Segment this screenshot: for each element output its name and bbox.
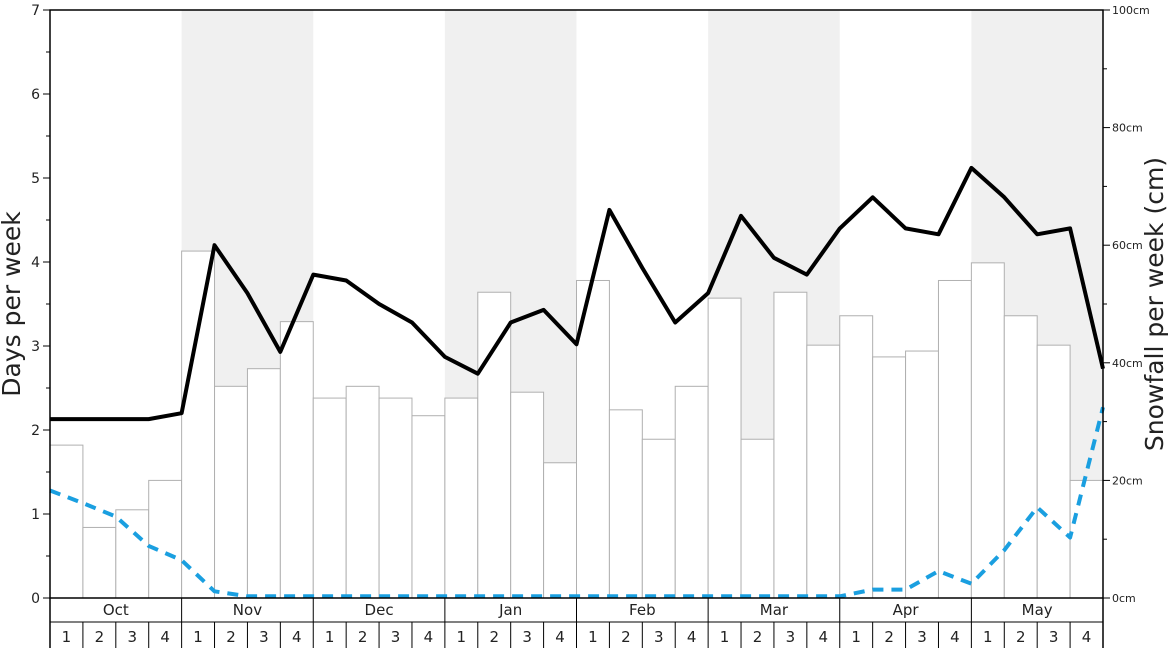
week-label: 2 <box>226 628 236 646</box>
solid-series-line <box>50 165 1105 422</box>
week-label: 1 <box>193 628 203 646</box>
bar-week-30 <box>1003 315 1038 599</box>
y2-tick-label: 100cm <box>1112 4 1150 17</box>
bar-week-24 <box>806 344 841 599</box>
y-tick-label: 4 <box>31 255 40 271</box>
y-axis-label: Days per week <box>0 211 26 397</box>
week-label: 1 <box>851 628 861 646</box>
bar-week-23 <box>773 291 808 599</box>
y-tick-label: 2 <box>31 423 40 439</box>
week-label: 2 <box>621 628 631 646</box>
week-label: 4 <box>950 628 960 646</box>
y-tick-label: 6 <box>31 87 40 103</box>
bar-week-29 <box>970 262 1005 599</box>
bar-week-28 <box>937 279 972 599</box>
week-label: 4 <box>687 628 697 646</box>
bar-week-20 <box>674 385 709 599</box>
week-label: 3 <box>917 628 927 646</box>
week-label: 1 <box>457 628 467 646</box>
bar-week-26 <box>872 356 907 599</box>
week-label: 4 <box>819 628 829 646</box>
y2-tick-label: 0cm <box>1112 592 1136 605</box>
week-label: 1 <box>325 628 335 646</box>
week-label: 3 <box>391 628 401 646</box>
snowfall-bars <box>49 250 1104 599</box>
week-label: 3 <box>786 628 796 646</box>
y-tick-label: 5 <box>31 171 40 187</box>
y2-tick-label: 20cm <box>1112 474 1143 487</box>
week-label: 3 <box>1049 628 1059 646</box>
bar-week-4 <box>148 479 183 599</box>
week-label: 3 <box>522 628 532 646</box>
bar-week-10 <box>345 385 380 599</box>
bar-week-25 <box>839 315 874 599</box>
month-label: Mar <box>760 601 789 619</box>
week-label: 2 <box>884 628 894 646</box>
week-label: 4 <box>1082 628 1092 646</box>
bar-week-8 <box>279 321 314 599</box>
bar-week-18 <box>608 409 643 599</box>
week-label: 3 <box>259 628 269 646</box>
bar-week-13 <box>444 397 479 599</box>
week-label: 1 <box>62 628 72 646</box>
week-label: 4 <box>292 628 302 646</box>
week-label: 1 <box>720 628 730 646</box>
week-label: 1 <box>983 628 993 646</box>
bar-week-11 <box>378 397 413 599</box>
y2-tick-label: 80cm <box>1112 122 1143 135</box>
bar-week-5 <box>181 250 216 599</box>
dashed-series-line <box>49 406 1105 599</box>
week-label: 2 <box>489 628 499 646</box>
bar-week-21 <box>707 297 742 599</box>
bar-week-27 <box>905 350 939 599</box>
month-label: Feb <box>629 601 656 619</box>
bar-week-12 <box>411 415 446 599</box>
y2-tick-label: 60cm <box>1112 239 1143 252</box>
week-label: 2 <box>753 628 763 646</box>
bar-week-6 <box>214 385 248 599</box>
bar-week-9 <box>312 397 347 599</box>
right-axis: 0cm 20cm 40cm 60cm 80cm 100cm <box>1103 4 1150 605</box>
y-tick-label: 1 <box>31 507 40 523</box>
week-label: 2 <box>95 628 105 646</box>
bar-week-1 <box>49 444 84 599</box>
bar-week-22 <box>740 438 775 599</box>
y-tick-label: 0 <box>31 591 40 607</box>
left-axis: 0 1 2 3 4 5 6 7 <box>31 3 50 607</box>
x-axis: Oct Nov Dec Jan Feb Mar Apr May 1 2 3 4 1 2 3 4 1 2 3 4 1 2 3 4… <box>49 598 1104 648</box>
month-label: Apr <box>893 601 920 619</box>
y2-tick-label: 40cm <box>1112 357 1143 370</box>
bar-week-32 <box>1069 479 1104 599</box>
y2-axis-label: Snowfall per week (cm) <box>1140 157 1168 451</box>
y-tick-label: 3 <box>31 339 40 355</box>
week-label: 4 <box>424 628 434 646</box>
bar-week-3 <box>115 509 150 599</box>
month-label: Oct <box>103 601 129 619</box>
week-label: 4 <box>555 628 565 646</box>
bar-week-2 <box>82 526 117 599</box>
week-label: 4 <box>160 628 170 646</box>
month-label: May <box>1022 601 1053 619</box>
bar-week-14 <box>477 291 512 599</box>
y-tick-label: 7 <box>31 3 40 19</box>
bar-week-19 <box>641 438 676 599</box>
bar-week-31 <box>1036 344 1071 599</box>
week-label: 1 <box>588 628 598 646</box>
week-label: 2 <box>358 628 368 646</box>
week-label: 3 <box>654 628 664 646</box>
bar-week-7 <box>246 368 281 599</box>
month-label: Dec <box>365 601 394 619</box>
lines <box>49 165 1105 599</box>
week-label: 3 <box>127 628 137 646</box>
bar-week-15 <box>510 391 545 599</box>
month-label: Jan <box>498 601 522 619</box>
bar-week-16 <box>543 462 577 599</box>
week-label: 2 <box>1016 628 1026 646</box>
month-label: Nov <box>233 601 262 619</box>
